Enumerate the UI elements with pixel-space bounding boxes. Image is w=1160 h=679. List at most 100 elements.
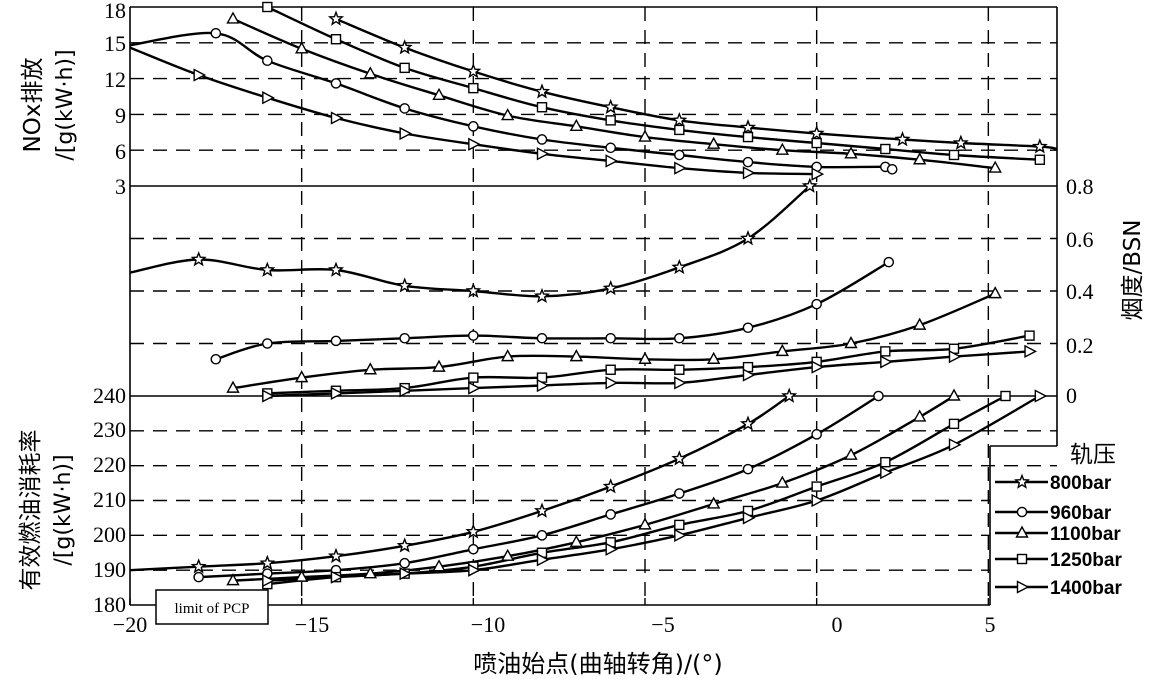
data-point-triangle: [363, 66, 378, 79]
data-point-star: [671, 111, 688, 128]
data-point-star: [396, 39, 413, 55]
data-point-triangle: [706, 496, 721, 509]
data-point-square: [1034, 154, 1046, 165]
data-point-square: [674, 519, 685, 531]
data-point-right-triangle: [1016, 580, 1030, 594]
data-point-square: [468, 82, 479, 94]
data-point-square: [811, 481, 822, 492]
data-point-circle: [210, 353, 222, 365]
data-point-star: [533, 287, 551, 304]
y-tick-label: 180: [93, 592, 126, 617]
data-point-circle: [873, 390, 884, 402]
pcp-limit-label: limit of PCP: [174, 601, 249, 617]
data-point-star: [465, 282, 482, 298]
data-point-triangle: [638, 129, 652, 142]
data-point-star: [602, 279, 619, 296]
data-point-circle: [536, 530, 548, 541]
y-tick-label: 15: [104, 31, 126, 56]
data-point-star: [1031, 138, 1048, 154]
data-point-triangle: [294, 41, 309, 54]
data-point-right-triangle: [468, 381, 481, 395]
data-point-star: [739, 415, 757, 431]
data-point-star: [801, 177, 818, 193]
data-point-triangle: [912, 409, 927, 422]
data-point-triangle: [638, 517, 652, 530]
smoke-y-axis-label: 烟度/BSN: [1120, 220, 1146, 321]
y-tick-label: 0.4: [1066, 279, 1094, 304]
data-point-triangle: [226, 380, 240, 393]
data-point-circle: [605, 509, 616, 520]
data-point-circle: [742, 463, 754, 475]
data-point-triangle: [844, 447, 858, 460]
data-point-right-triangle: [605, 542, 619, 556]
x-tick-label: −10: [471, 612, 505, 637]
data-point-right-triangle: [536, 553, 550, 567]
data-point-square: [1016, 553, 1028, 565]
data-point-star: [327, 547, 345, 564]
data-point-triangle: [363, 362, 378, 375]
data-point-square: [330, 34, 342, 45]
data-point-triangle: [912, 317, 927, 330]
data-point-right-triangle: [811, 493, 825, 508]
x-tick-label: 5: [985, 612, 996, 637]
data-point-circle: [536, 134, 548, 145]
legend-label: 1400bar: [1050, 578, 1122, 599]
data-point-square: [880, 346, 891, 357]
data-point-triangle: [569, 534, 584, 547]
data-point-circle: [674, 488, 685, 499]
data-point-triangle: [500, 349, 515, 362]
data-point-star: [327, 261, 345, 277]
data-point-square: [948, 149, 960, 161]
data-point-triangle: [988, 160, 1002, 173]
data-point-triangle: [226, 11, 240, 24]
data-point-square: [1000, 390, 1011, 402]
y-tick-label: 230: [93, 417, 126, 442]
data-point-right-triangle: [399, 384, 413, 398]
data-point-triangle: [775, 142, 790, 155]
data-point-right-triangle: [948, 438, 962, 452]
data-point-triangle: [294, 370, 309, 383]
bsfc-y-axis-label: 有效燃油消耗率: [18, 430, 44, 591]
y-tick-label: 0.6: [1066, 227, 1094, 252]
data-point-square: [262, 1, 273, 13]
x-tick-label: −15: [295, 612, 329, 637]
data-point-circle: [605, 142, 616, 154]
data-point-circle: [742, 156, 754, 168]
legend: 轨压 800bar 960bar 1100bar 1250bar 1400bar: [995, 442, 1122, 599]
data-point-right-triangle: [330, 111, 344, 125]
data-point-square: [948, 418, 960, 430]
data-point-right-triangle: [399, 126, 413, 141]
data-point-square: [605, 115, 616, 126]
data-point-circle: [468, 330, 479, 341]
data-point-right-triangle: [674, 376, 687, 390]
data-point-triangle: [638, 351, 652, 364]
data-point-triangle: [363, 566, 378, 579]
y-tick-label: 12: [104, 67, 126, 92]
markers-layer: [190, 1, 1048, 590]
y-tick-label: 3: [115, 174, 126, 199]
data-point-right-triangle: [674, 161, 687, 175]
data-point-triangle: [432, 559, 446, 572]
data-point-star: [808, 125, 825, 141]
y-tick-label: 240: [93, 383, 126, 408]
bsfc-y-axis-unit: /[g(kW·h)]: [51, 454, 76, 565]
series-line-NOx-1100bar: [232, 17, 996, 170]
data-point-star: [533, 502, 551, 518]
legend-items: [995, 473, 1048, 594]
data-point-circle: [605, 332, 616, 344]
data-point-circle: [674, 332, 685, 344]
data-point-square: [605, 364, 616, 375]
data-point-triangle: [500, 108, 515, 121]
nox-panel-frame: [129, 6, 1058, 605]
data-point-square: [674, 124, 685, 136]
tick-marks: [129, 598, 990, 605]
data-point-triangle: [432, 87, 446, 101]
legend-label: 1100bar: [1050, 524, 1121, 545]
data-point-right-triangle: [1024, 344, 1038, 359]
data-point-right-triangle: [330, 386, 344, 401]
series-line-smoke-1250bar: [267, 334, 1030, 395]
data-point-star: [465, 523, 482, 539]
data-point-star: [781, 387, 798, 403]
data-point-triangle: [1015, 525, 1029, 538]
series-line-BSFC-800bar: [129, 395, 790, 572]
